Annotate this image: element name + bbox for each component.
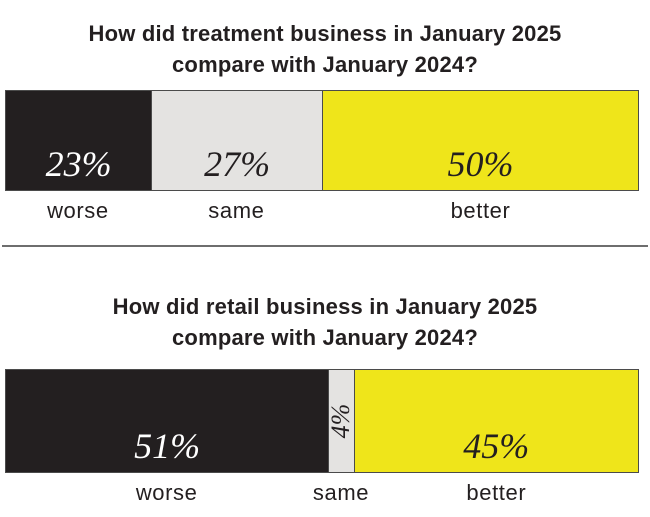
value-label-worse: 23% — [45, 144, 112, 184]
bar-segment-worse: 23% — [6, 91, 152, 190]
divider — [2, 245, 648, 247]
value-label-same: 4% — [326, 403, 356, 439]
title-line-2: compare with January 2024? — [172, 52, 478, 77]
value-label-better: 50% — [447, 144, 514, 184]
retail-chart-title: How did retail business in January 2025 … — [0, 247, 650, 353]
bar-segment-worse: 51% — [6, 370, 329, 472]
value-label-worse: 51% — [134, 426, 201, 466]
category-label-better: better — [466, 480, 527, 505]
treatment-chart-title: How did treatment business in January 20… — [0, 0, 650, 80]
value-label-better: 45% — [463, 426, 530, 466]
treatment-chart: How did treatment business in January 20… — [0, 0, 650, 224]
category-label-same: same — [312, 480, 370, 505]
bar-segment-same: 4% — [326, 370, 356, 472]
category-row: worse same better — [5, 480, 639, 506]
stacked-bar: 51% 4% 45% — [5, 369, 639, 473]
bar-segment-better: 45% — [353, 370, 638, 472]
category-label-worse: worse — [47, 198, 109, 223]
category-label-same: same — [208, 198, 265, 223]
retail-chart: How did retail business in January 2025 … — [0, 247, 650, 506]
category-label-worse: worse — [135, 480, 198, 505]
category-label-better: better — [450, 198, 511, 223]
bar-segment-same: 27% — [151, 91, 322, 190]
category-row: worse same better — [5, 198, 639, 224]
stacked-bar: 23% 27% 50% — [5, 90, 639, 191]
title-line-1: How did treatment business in January 20… — [88, 21, 562, 46]
bar-segment-better: 50% — [321, 91, 638, 190]
value-label-same: 27% — [204, 144, 271, 184]
title-line-2: compare with January 2024? — [172, 325, 478, 350]
title-line-1: How did retail business in January 2025 — [112, 294, 538, 319]
